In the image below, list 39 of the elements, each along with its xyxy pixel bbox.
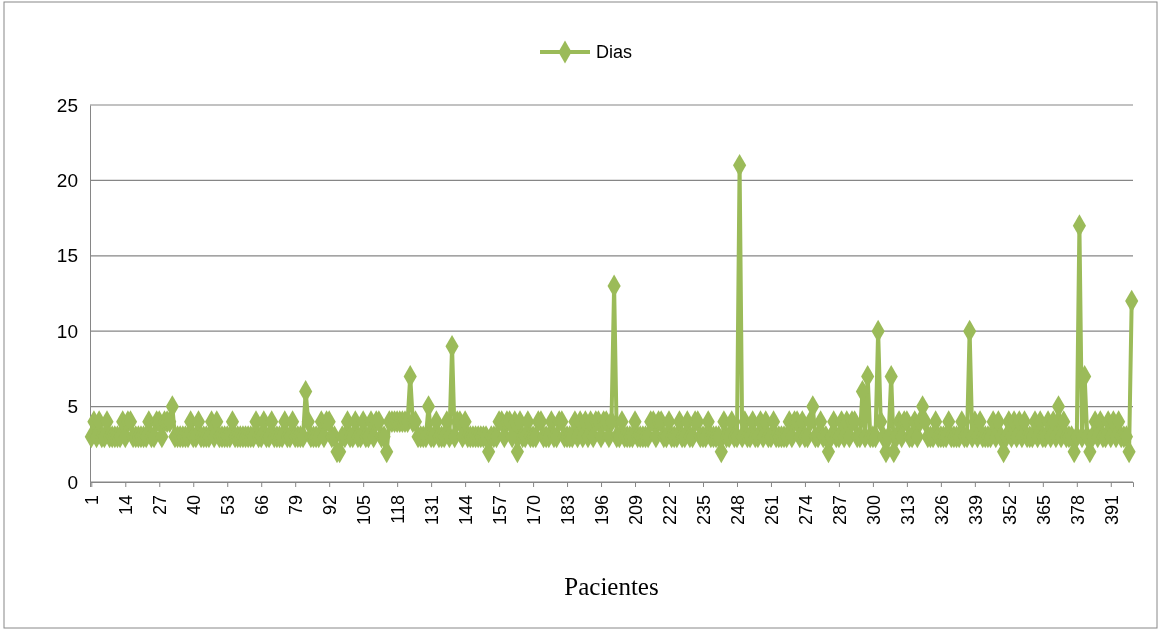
x-tick-label: 235 [693,495,714,526]
x-tick-label: 1 [82,495,103,506]
x-tick-label: 209 [625,495,646,526]
x-tick-label: 131 [421,495,442,526]
y-tick-label: 15 [56,245,78,267]
x-tick-label: 352 [999,495,1020,526]
x-tick-label: 170 [523,495,544,526]
x-tick-label: 92 [319,495,340,516]
x-tick-label: 105 [353,495,374,526]
x-tick-label: 27 [150,495,171,516]
x-tick-label: 248 [727,495,748,526]
y-tick-label: 10 [56,320,78,342]
x-tick-label: 53 [218,495,239,516]
x-tick-label: 326 [931,495,952,526]
y-tick-label: 5 [67,396,78,418]
x-tick-label: 261 [761,495,782,526]
y-tick-label: 0 [67,471,78,493]
x-tick-label: 313 [897,495,918,526]
x-tick-label: 144 [455,495,476,526]
x-tick-label: 196 [591,495,612,526]
y-tick-label: 20 [56,169,78,191]
x-axis-title: Pacientes [564,573,659,600]
x-tick-label: 183 [557,495,578,526]
x-tick-label: 287 [829,495,850,526]
x-tick-label: 300 [863,495,884,526]
x-tick-label: 14 [116,495,137,516]
x-tick-label: 157 [489,495,510,526]
x-tick-label: 339 [965,495,986,526]
y-tick-label: 25 [56,94,78,116]
x-tick-label: 222 [659,495,680,526]
x-tick-label: 118 [387,495,408,524]
x-tick-label: 274 [795,495,816,526]
x-tick-label: 66 [252,495,273,516]
x-tick-label: 365 [1033,495,1054,526]
x-tick-label: 378 [1067,495,1088,526]
x-tick-label: 391 [1101,495,1122,526]
x-tick-label: 40 [184,495,205,516]
legend-label: Dias [596,42,633,62]
x-tick-label: 79 [286,495,306,516]
